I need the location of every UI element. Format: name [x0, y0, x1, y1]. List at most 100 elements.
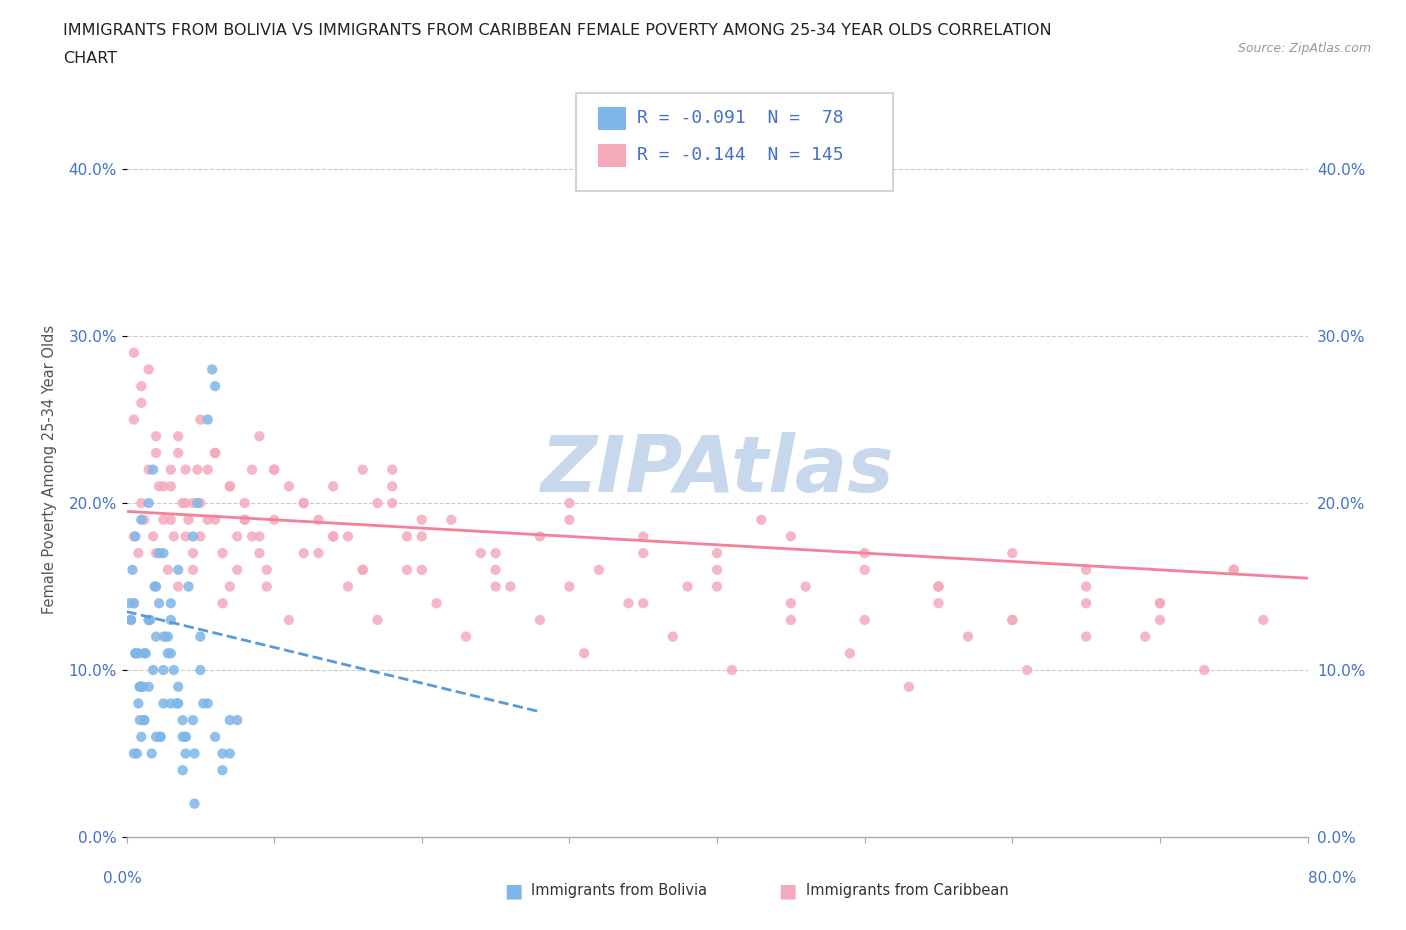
Point — [853, 563, 876, 578]
Point — [167, 679, 190, 694]
Point — [172, 763, 194, 777]
Point — [149, 729, 172, 744]
Text: ■: ■ — [503, 882, 523, 900]
Point — [153, 630, 176, 644]
Point — [148, 479, 170, 494]
Point — [588, 563, 610, 578]
Point — [898, 679, 921, 694]
Point — [163, 662, 186, 677]
Point — [127, 546, 149, 561]
Point — [177, 512, 200, 527]
Point — [219, 479, 242, 494]
Point — [174, 462, 197, 477]
Point — [186, 462, 208, 477]
Point — [174, 746, 197, 761]
Point — [204, 445, 226, 460]
Text: 0.0%: 0.0% — [103, 871, 142, 886]
Point — [181, 546, 204, 561]
Point — [128, 679, 150, 694]
Point — [1076, 596, 1098, 611]
Point — [145, 429, 167, 444]
Point — [181, 496, 204, 511]
Point — [174, 529, 197, 544]
Point — [292, 496, 315, 511]
Point — [308, 546, 330, 561]
Text: IMMIGRANTS FROM BOLIVIA VS IMMIGRANTS FROM CARIBBEAN FEMALE POVERTY AMONG 25-34 : IMMIGRANTS FROM BOLIVIA VS IMMIGRANTS FR… — [63, 23, 1052, 38]
Point — [256, 579, 278, 594]
Point — [226, 529, 249, 544]
Point — [129, 395, 153, 410]
Point — [156, 630, 179, 644]
Point — [633, 546, 655, 561]
Point — [129, 512, 153, 527]
Point — [145, 729, 167, 744]
Point — [838, 646, 860, 661]
Point — [322, 529, 344, 544]
Point — [352, 563, 374, 578]
Point — [558, 496, 581, 511]
Point — [160, 512, 183, 527]
Point — [204, 445, 226, 460]
Point — [152, 662, 174, 677]
Point — [152, 546, 174, 561]
Point — [240, 529, 263, 544]
Point — [134, 512, 156, 527]
Point — [633, 596, 655, 611]
Point — [156, 646, 179, 661]
Point — [396, 529, 419, 544]
Point — [558, 512, 581, 527]
Point — [163, 529, 186, 544]
Point — [197, 696, 219, 711]
Point — [219, 746, 242, 761]
Point — [211, 746, 233, 761]
Point — [425, 596, 447, 611]
Point — [308, 512, 330, 527]
Point — [292, 496, 315, 511]
Point — [1001, 613, 1024, 628]
Point — [706, 579, 728, 594]
Text: ■: ■ — [778, 882, 797, 900]
Point — [160, 696, 183, 711]
Point — [484, 546, 508, 561]
Point — [134, 646, 156, 661]
Text: Source: ZipAtlas.com: Source: ZipAtlas.com — [1237, 42, 1371, 55]
Point — [145, 546, 167, 561]
Point — [780, 613, 803, 628]
Point — [411, 529, 433, 544]
Point — [470, 546, 492, 561]
Point — [633, 529, 655, 544]
Point — [125, 746, 148, 761]
Point — [188, 630, 212, 644]
Point — [139, 613, 162, 628]
Point — [127, 646, 149, 661]
Point — [278, 613, 301, 628]
Point — [1223, 563, 1246, 578]
Point — [1001, 546, 1024, 561]
Point — [193, 696, 215, 711]
Point — [167, 445, 190, 460]
Point — [226, 712, 249, 727]
Point — [145, 579, 167, 594]
Point — [141, 746, 163, 761]
Point — [188, 662, 212, 677]
Point — [322, 479, 344, 494]
Point — [367, 496, 389, 511]
Point — [152, 696, 174, 711]
Point — [181, 712, 204, 727]
Point — [928, 596, 950, 611]
Text: Immigrants from Caribbean: Immigrants from Caribbean — [806, 884, 1008, 898]
Point — [396, 563, 419, 578]
Text: 80.0%: 80.0% — [1309, 871, 1357, 886]
Point — [156, 563, 179, 578]
Point — [240, 462, 263, 477]
Point — [124, 529, 146, 544]
Point — [188, 412, 212, 427]
Point — [122, 529, 145, 544]
Point — [160, 596, 183, 611]
Point — [233, 512, 256, 527]
Point — [120, 613, 142, 628]
Point — [134, 712, 156, 727]
Point — [249, 429, 271, 444]
Point — [381, 496, 404, 511]
Point — [142, 662, 165, 677]
